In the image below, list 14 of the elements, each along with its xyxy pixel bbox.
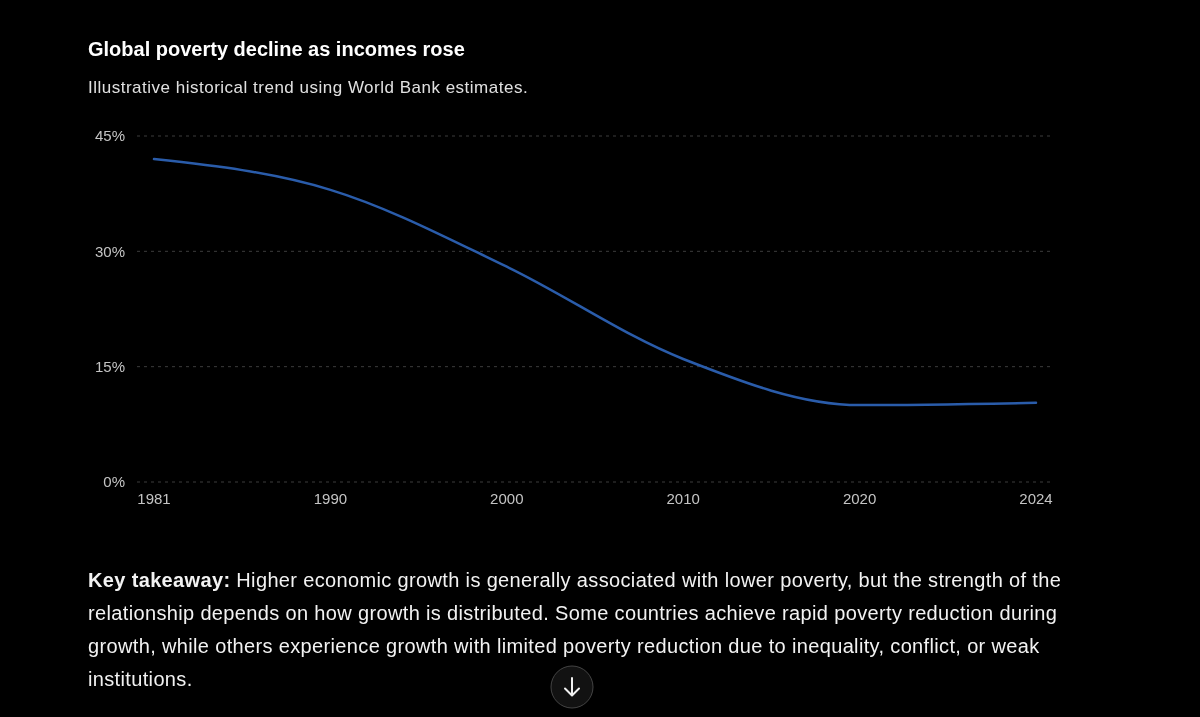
chart-subtitle: Illustrative historical trend using World Bank estimates. [88,78,529,97]
chart-title: Global poverty decline as incomes rose [88,38,465,60]
x-tick-label: 1981 [137,489,171,507]
x-tick-label: 2010 [666,489,700,507]
line-series [152,157,1038,407]
x-tick-label: 2000 [490,489,524,507]
text: Key takeaway: Higher economic growth is generally associated with lower poverty, but the strength of the relationship depends on how growth is distributed. Some countries achieve rapid poverty reduction during growth, while others experience growth with limited poverty reduction due to inequality, conflict, or weak institutions. [88,569,1062,690]
x-tick-label: 2020 [842,489,877,507]
x-tick-label: 1990 [313,489,348,507]
y-tick-label: 0% [103,473,125,491]
x-tick-label: 2024 [1019,489,1053,507]
y-tick-label: 30% [94,242,125,260]
y-tick-label: 45% [94,127,125,145]
y-tick-label: 15% [94,357,125,375]
